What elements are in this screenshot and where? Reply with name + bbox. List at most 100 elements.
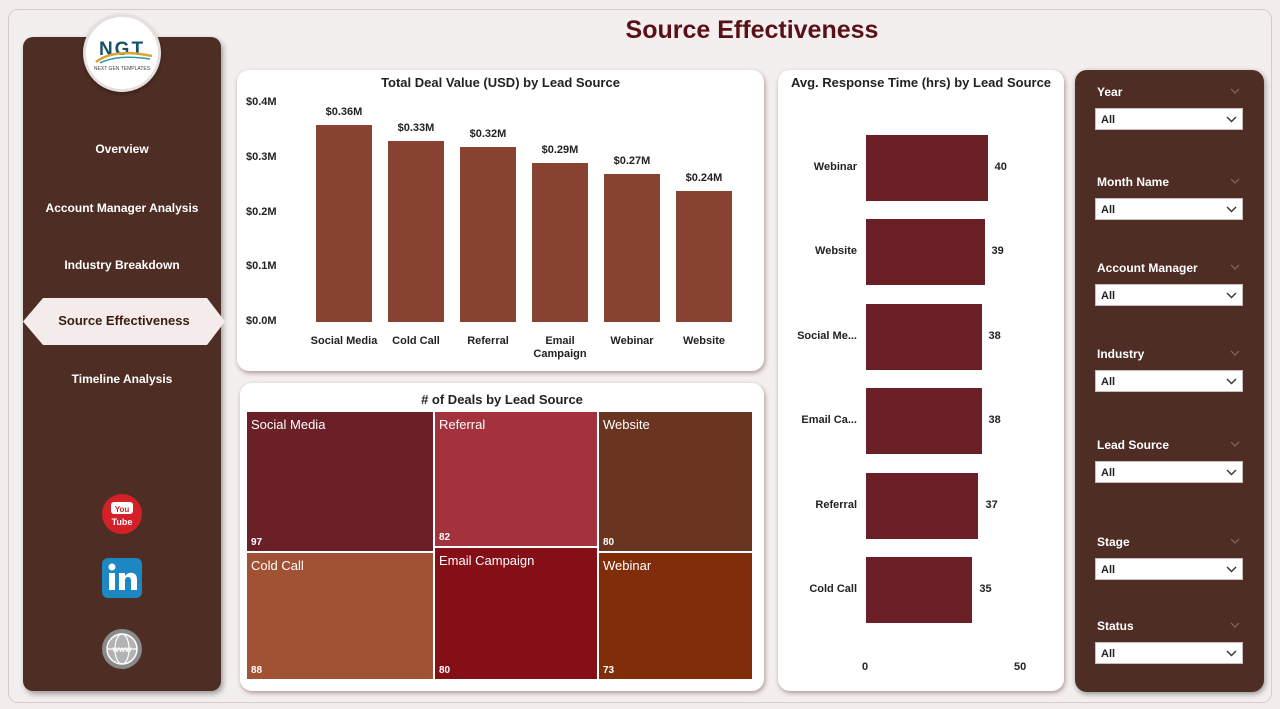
treemap-cell-label: Email Campaign xyxy=(439,553,535,568)
nav-industry-breakdown[interactable]: Industry Breakdown xyxy=(64,258,180,272)
chevron-down-icon xyxy=(1226,116,1237,123)
deal-value-category-label: Webinar xyxy=(610,335,654,347)
svg-text:Tube: Tube xyxy=(112,517,133,527)
deal-value-category-label: Email Campaign xyxy=(533,335,587,360)
deal-value-category-label: Cold Call xyxy=(392,335,440,347)
deal-value-data-label: $0.24M xyxy=(685,171,723,184)
x-tick-label: 50 xyxy=(1014,661,1027,673)
response-time-bar[interactable] xyxy=(866,388,982,455)
logo-swoosh-icon xyxy=(95,51,153,64)
treemap-cell[interactable]: Referral 82 xyxy=(434,411,598,547)
deal-value-category-label: Social Media xyxy=(310,335,378,347)
filter-select-value: All xyxy=(1101,376,1116,388)
treemap-cell-value: 97 xyxy=(251,537,263,548)
logo: NGT NEXT GEN TEMPLATES xyxy=(83,14,161,92)
nav-account-manager-analysis[interactable]: Account Manager Analysis xyxy=(45,201,199,215)
youtube-icon[interactable]: You Tube xyxy=(101,493,143,535)
deal-value-bar[interactable] xyxy=(676,190,732,322)
filter-select-lead-source[interactable]: All xyxy=(1095,461,1243,483)
treemap-cell-label: Cold Call xyxy=(251,558,304,573)
nav-source-effectiveness-label: Source Effectiveness xyxy=(58,313,190,328)
deal-value-data-label: $0.29M xyxy=(541,144,579,157)
filter-collapse-chevron-icon[interactable] xyxy=(1230,538,1240,544)
y-tick-label: $0.2M xyxy=(246,205,277,218)
response-time-bar[interactable] xyxy=(866,557,973,623)
filter-select-year[interactable]: All xyxy=(1095,108,1243,130)
filter-select-account-manager[interactable]: All xyxy=(1095,284,1243,306)
filter-select-value: All xyxy=(1101,114,1116,126)
response-time-bar[interactable] xyxy=(866,219,985,286)
response-time-category-label: Referral xyxy=(815,498,857,511)
chevron-down-icon xyxy=(1226,566,1237,573)
filter-select-value: All xyxy=(1101,564,1116,576)
treemap-cell[interactable]: Webinar 73 xyxy=(598,552,753,680)
filter-label-stage: Stage xyxy=(1097,535,1130,549)
y-tick-label: $0.3M xyxy=(246,150,277,163)
chevron-down-icon xyxy=(1226,292,1237,299)
filter-select-stage[interactable]: All xyxy=(1095,558,1243,580)
deal-value-bar[interactable] xyxy=(388,141,444,322)
filter-label-account-manager: Account Manager xyxy=(1097,261,1198,275)
nav-source-effectiveness[interactable]: Source Effectiveness xyxy=(23,298,225,345)
treemap-cell-value: 82 xyxy=(439,532,451,543)
response-time-data-label: 39 xyxy=(991,245,1004,258)
response-time-data-label: 38 xyxy=(988,329,1001,342)
website-globe-icon[interactable]: www xyxy=(101,628,143,670)
treemap-cell-label: Referral xyxy=(439,417,486,432)
deal-value-bar[interactable] xyxy=(604,174,660,322)
treemap-cell-label: Social Media xyxy=(251,417,326,432)
treemap-cell-value: 80 xyxy=(439,665,451,676)
filter-collapse-chevron-icon[interactable] xyxy=(1230,350,1240,356)
nav-overview[interactable]: Overview xyxy=(95,142,149,156)
deal-value-bar[interactable] xyxy=(316,124,372,322)
deal-value-bar[interactable] xyxy=(532,163,588,322)
response-time-category-label: Webinar xyxy=(813,161,857,173)
filter-label-month-name: Month Name xyxy=(1097,175,1169,189)
response-time-category-label: Website xyxy=(815,245,857,258)
logo-subtitle: NEXT GEN TEMPLATES xyxy=(93,66,151,72)
filter-collapse-chevron-icon[interactable] xyxy=(1230,622,1240,628)
chevron-down-icon xyxy=(1226,650,1237,657)
treemap-cell-label: Website xyxy=(603,417,650,432)
filter-select-status[interactable]: All xyxy=(1095,642,1243,664)
treemap-cell[interactable]: Cold Call 88 xyxy=(246,552,434,680)
filter-collapse-chevron-icon[interactable] xyxy=(1230,441,1240,447)
y-tick-label: $0.0M xyxy=(246,315,277,327)
response-time-category-label: Email Ca... xyxy=(801,414,857,427)
response-time-bar[interactable] xyxy=(866,303,982,370)
filter-collapse-chevron-icon[interactable] xyxy=(1230,264,1240,270)
response-time-category-label: Cold Call xyxy=(809,583,857,595)
chevron-down-icon xyxy=(1226,469,1237,476)
filter-select-industry[interactable]: All xyxy=(1095,370,1243,392)
filter-label-lead-source: Lead Source xyxy=(1097,438,1170,452)
response-time-bar[interactable] xyxy=(866,135,988,201)
treemap-cell[interactable]: Email Campaign 80 xyxy=(434,547,598,680)
treemap-cell[interactable]: Website 80 xyxy=(598,411,753,552)
response-time-bar[interactable] xyxy=(866,472,979,539)
treemap-cell-value: 80 xyxy=(603,537,615,548)
chevron-down-icon xyxy=(1226,206,1237,213)
deal-value-data-label: $0.33M xyxy=(397,122,435,135)
x-tick-label: 0 xyxy=(862,661,869,673)
filter-select-value: All xyxy=(1101,467,1116,479)
deal-value-category-label: Website xyxy=(683,335,725,347)
filter-label-year: Year xyxy=(1097,85,1123,99)
filter-select-month-name[interactable]: All xyxy=(1095,198,1243,220)
filter-collapse-chevron-icon[interactable] xyxy=(1230,178,1240,184)
response-time-data-label: 40 xyxy=(994,161,1007,173)
nav-active-highlight xyxy=(23,298,225,345)
filter-collapse-chevron-icon[interactable] xyxy=(1230,88,1240,94)
deal-value-category-label: Referral xyxy=(467,335,509,347)
treemap-cell[interactable]: Social Media 97 xyxy=(246,411,434,552)
filter-select-value: All xyxy=(1101,290,1116,302)
deal-value-data-label: $0.27M xyxy=(613,155,651,168)
response-time-chart-title: Avg. Response Time (hrs) by Lead Source xyxy=(790,75,1052,90)
deal-value-bar[interactable] xyxy=(460,146,516,322)
linkedin-icon[interactable] xyxy=(101,557,143,599)
svg-text:www: www xyxy=(112,645,132,654)
svg-text:You: You xyxy=(115,505,130,514)
deals-count-chart-title: # of Deals by Lead Source xyxy=(421,392,583,407)
page-title: Source Effectiveness xyxy=(625,16,879,44)
nav-timeline-analysis[interactable]: Timeline Analysis xyxy=(71,372,173,386)
deal-value-chart-title: Total Deal Value (USD) by Lead Source xyxy=(381,75,620,90)
